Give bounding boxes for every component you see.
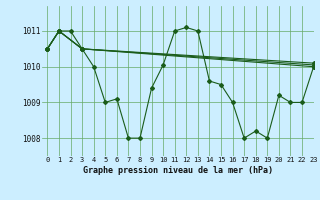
X-axis label: Graphe pression niveau de la mer (hPa): Graphe pression niveau de la mer (hPa) xyxy=(83,166,273,175)
